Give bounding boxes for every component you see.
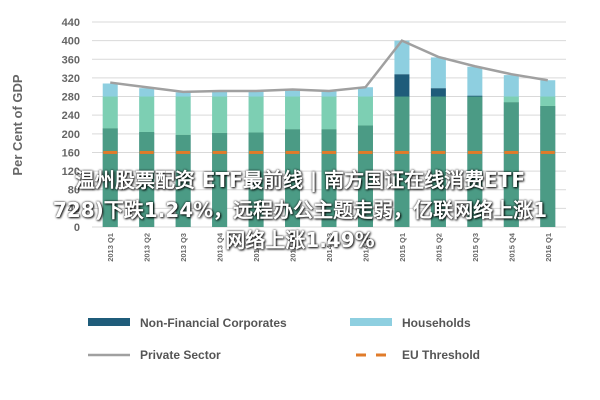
x-tick-label: 2013 Q2 bbox=[143, 233, 152, 262]
x-tick-labels: 2013 Q1 2013 Q2 2013 Q3 2013 Q4 2014 Q1 2014 … bbox=[106, 232, 553, 262]
bar-highlight bbox=[321, 96, 337, 227]
bar-households bbox=[503, 75, 519, 103]
x-tick-label: 2015 Q4 bbox=[507, 232, 516, 262]
bar-highlight bbox=[248, 96, 264, 227]
x-tick-label: 2013 Q1 bbox=[106, 233, 115, 262]
overlay-line-1: 温州股票配资 ETF最前线 | 南方国证在线消费ETF bbox=[74, 168, 526, 192]
x-tick-label: 2014 Q2 bbox=[289, 233, 298, 262]
y-tick-label: 200 bbox=[62, 129, 80, 141]
x-tick-label: 2015 Q3 bbox=[471, 233, 480, 262]
y-tick-label: 440 bbox=[62, 17, 80, 29]
legend-label: Private Sector bbox=[140, 348, 221, 362]
y-tick-label: 280 bbox=[62, 92, 80, 104]
legend-swatch bbox=[88, 318, 130, 326]
x-tick-label: 2014 Q4 bbox=[361, 232, 370, 262]
bar-highlight bbox=[430, 96, 446, 227]
bar-highlight bbox=[467, 96, 483, 227]
legend: Non-Financial Corporates Households Privat… bbox=[88, 316, 480, 362]
y-tick-label: 360 bbox=[62, 54, 80, 66]
x-tick-label: 2016 Q1 bbox=[544, 233, 553, 262]
bar-highlight bbox=[102, 96, 118, 227]
y-axis-label: Per Cent of GDP bbox=[10, 74, 25, 175]
bar-highlight bbox=[357, 96, 373, 227]
bar-households bbox=[467, 66, 483, 96]
y-tick-labels: 0 40 80 120 160 200 240 280 320 360 400 440 bbox=[62, 17, 80, 234]
bar-highlight bbox=[175, 96, 191, 227]
y-tick-label: 320 bbox=[62, 73, 80, 85]
bar-highlight bbox=[394, 96, 410, 227]
bar-households bbox=[394, 40, 410, 75]
x-tick-label: 2014 Q3 bbox=[325, 233, 334, 262]
bars bbox=[102, 40, 556, 227]
y-tick-label: 160 bbox=[62, 147, 80, 159]
x-tick-label: 2013 Q4 bbox=[216, 232, 225, 262]
private-sector-line-path bbox=[110, 39, 548, 94]
y-tick-label: 40 bbox=[68, 203, 80, 215]
x-tick-label: 2015 Q1 bbox=[398, 233, 407, 262]
overlay-line-2: 728)下跌1.24%，远程办公主题走弱，亿联网络上涨1 bbox=[52, 198, 548, 222]
legend-swatch bbox=[350, 318, 392, 326]
y-tick-label: 240 bbox=[62, 110, 80, 122]
overlay-line-3: 网络上涨1.49% bbox=[225, 228, 375, 252]
y-tick-label: 80 bbox=[68, 185, 80, 197]
bar-highlight bbox=[139, 96, 155, 227]
y-tick-label: 0 bbox=[74, 222, 80, 234]
x-tick-label: 2015 Q2 bbox=[434, 233, 443, 262]
bar-highlight bbox=[503, 96, 519, 227]
legend-label: Households bbox=[402, 316, 471, 330]
y-tick-label: 400 bbox=[62, 36, 80, 48]
x-tick-label: 2013 Q3 bbox=[179, 233, 188, 262]
x-tick-label: 2014 Q1 bbox=[252, 233, 261, 262]
bar-highlight bbox=[540, 96, 556, 227]
legend-label: EU Threshold bbox=[402, 348, 480, 362]
bar-highlight bbox=[285, 96, 301, 227]
legend-label: Non-Financial Corporates bbox=[140, 316, 287, 330]
bar-highlight bbox=[212, 96, 228, 227]
private-sector-line bbox=[110, 39, 548, 94]
y-tick-label: 120 bbox=[62, 166, 80, 178]
bar-households bbox=[430, 57, 446, 89]
